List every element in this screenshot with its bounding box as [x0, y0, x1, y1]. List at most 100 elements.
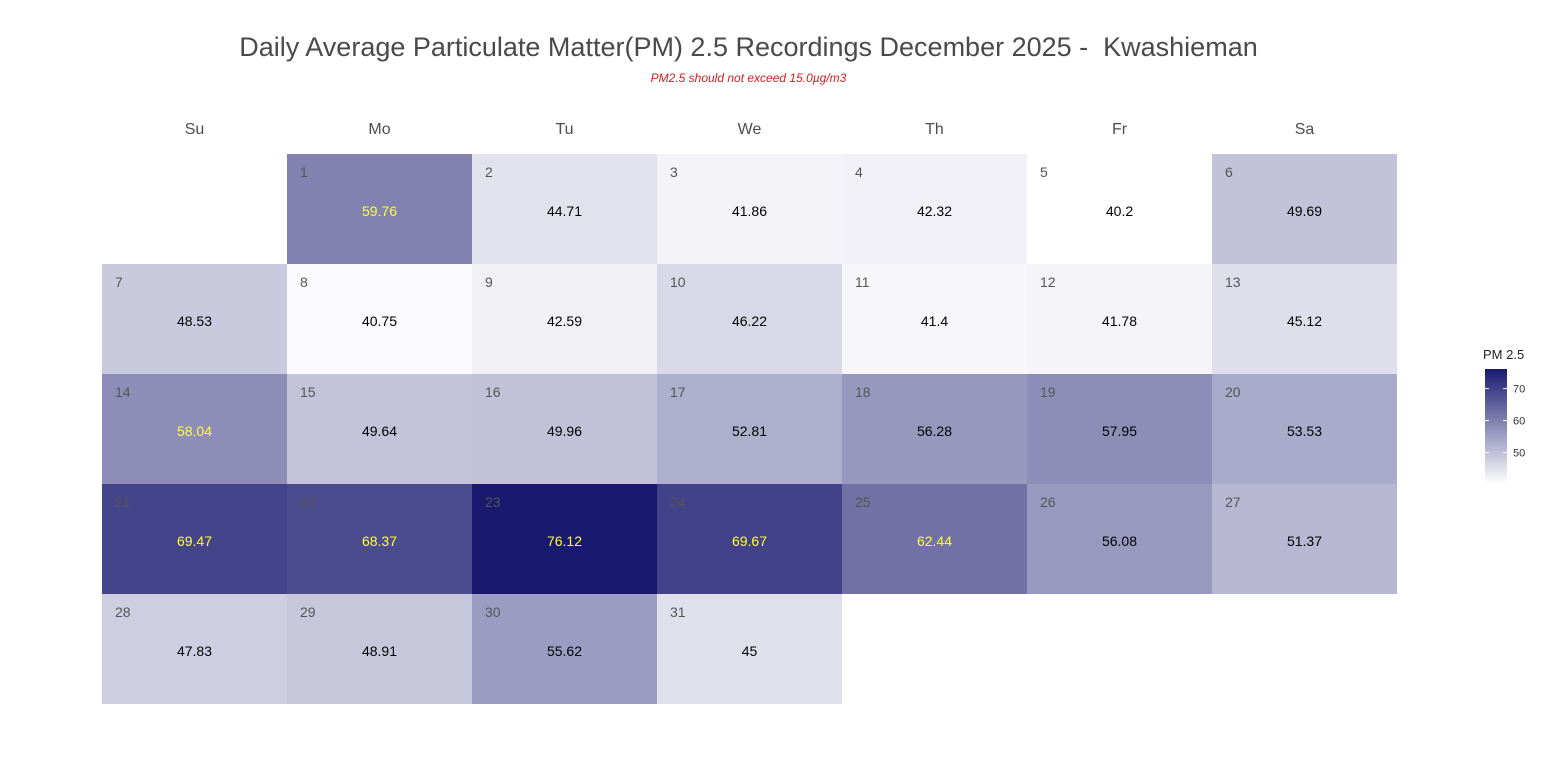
legend-tick-label: 50 — [1513, 448, 1525, 460]
day-number-label: 7 — [115, 274, 123, 290]
day-value-label: 59.76 — [362, 203, 397, 219]
weekday-label-su: Su — [185, 121, 205, 138]
day-cell-13 — [1212, 264, 1397, 374]
day-cell-15 — [287, 374, 472, 484]
day-value-label: 41.4 — [921, 313, 948, 329]
day-value-label: 46.22 — [732, 313, 767, 329]
chart-subtitle: PM2.5 should not exceed 15.0µg/m3 — [650, 71, 847, 85]
day-cell-6 — [1212, 154, 1397, 264]
day-value-label: 49.69 — [1287, 203, 1322, 219]
color-legend: 50 60 70 — [1485, 369, 1525, 484]
day-number-label: 28 — [115, 604, 131, 620]
day-value-label: 56.08 — [1102, 533, 1137, 549]
day-cell-2 — [472, 154, 657, 264]
day-number-label: 19 — [1040, 384, 1056, 400]
day-cell-25 — [842, 484, 1027, 594]
day-number-label: 14 — [115, 384, 131, 400]
day-value-label: 47.83 — [177, 643, 212, 659]
day-cell-7 — [102, 264, 287, 374]
day-value-label: 58.04 — [177, 423, 212, 439]
day-cell-19 — [1027, 374, 1212, 484]
day-cell-4 — [842, 154, 1027, 264]
day-number-label: 8 — [300, 274, 308, 290]
day-number-label: 21 — [115, 494, 131, 510]
day-number-label: 12 — [1040, 274, 1056, 290]
day-value-label: 41.86 — [732, 203, 767, 219]
day-cell-11 — [842, 264, 1027, 374]
day-value-label: 52.81 — [732, 423, 767, 439]
day-number-label: 20 — [1225, 384, 1241, 400]
day-cell-23 — [472, 484, 657, 594]
day-number-label: 15 — [300, 384, 316, 400]
day-number-label: 26 — [1040, 494, 1056, 510]
day-value-label: 56.28 — [917, 423, 952, 439]
day-value-label: 49.96 — [547, 423, 582, 439]
day-value-label: 68.37 — [362, 533, 397, 549]
day-value-label: 48.53 — [177, 313, 212, 329]
day-value-label: 44.71 — [547, 203, 582, 219]
day-cell-22 — [287, 484, 472, 594]
day-value-label: 55.62 — [547, 643, 582, 659]
day-value-label: 49.64 — [362, 423, 397, 439]
day-value-label: 69.47 — [177, 533, 212, 549]
day-cell-20 — [1212, 374, 1397, 484]
day-cell-12 — [1027, 264, 1212, 374]
day-cell-27 — [1212, 484, 1397, 594]
day-value-label: 53.53 — [1287, 423, 1322, 439]
day-cell-3 — [657, 154, 842, 264]
day-number-label: 29 — [300, 604, 316, 620]
day-number-label: 4 — [855, 164, 863, 180]
day-number-label: 23 — [485, 494, 501, 510]
day-cell-29 — [287, 594, 472, 704]
day-cell-26 — [1027, 484, 1212, 594]
day-number-label: 2 — [485, 164, 493, 180]
calendar-cells: 1 59.76 2 44.71 3 41.86 4 42.32 5 40.2 6 49.69 7 48.5… — [102, 154, 1397, 704]
day-number-label: 31 — [670, 604, 686, 620]
day-cell-1 — [287, 154, 472, 264]
legend-tick-label: 70 — [1513, 384, 1525, 396]
chart-title: Daily Average Particulate Matter(PM) 2.5… — [239, 32, 1258, 62]
weekday-label-we: We — [738, 121, 762, 138]
day-number-label: 11 — [855, 274, 870, 290]
day-cell-14 — [102, 374, 287, 484]
day-number-label: 3 — [670, 164, 678, 180]
day-number-label: 16 — [485, 384, 501, 400]
day-cell-5 — [1027, 154, 1212, 264]
day-value-label: 62.44 — [917, 533, 952, 549]
day-value-label: 40.75 — [362, 313, 397, 329]
day-value-label: 48.91 — [362, 643, 397, 659]
day-number-label: 10 — [670, 274, 686, 290]
day-number-label: 6 — [1225, 164, 1233, 180]
day-number-label: 9 — [485, 274, 493, 290]
day-value-label: 76.12 — [547, 533, 582, 549]
day-cell-17 — [657, 374, 842, 484]
day-number-label: 24 — [670, 494, 686, 510]
legend-tick-label: 60 — [1513, 416, 1525, 428]
weekday-label-mo: Mo — [368, 121, 390, 138]
day-number-label: 5 — [1040, 164, 1048, 180]
day-number-label: 1 — [300, 164, 308, 180]
weekday-label-fr: Fr — [1112, 121, 1128, 138]
day-cell-8 — [287, 264, 472, 374]
day-number-label: 18 — [855, 384, 871, 400]
day-value-label: 42.32 — [917, 203, 952, 219]
day-value-label: 45 — [742, 643, 758, 659]
day-cell-28 — [102, 594, 287, 704]
day-cell-16 — [472, 374, 657, 484]
day-number-label: 13 — [1225, 274, 1241, 290]
day-cell-10 — [657, 264, 842, 374]
day-value-label: 42.59 — [547, 313, 582, 329]
day-cell-31 — [657, 594, 842, 704]
weekday-header-row: Su Mo Tu We Th Fr Sa — [185, 121, 1315, 138]
day-number-label: 17 — [670, 384, 686, 400]
day-value-label: 69.67 — [732, 533, 767, 549]
day-cell-21 — [102, 484, 287, 594]
day-value-label: 41.78 — [1102, 313, 1137, 329]
weekday-label-sa: Sa — [1295, 121, 1315, 138]
legend-color-bar — [1485, 369, 1507, 484]
day-cell-18 — [842, 374, 1027, 484]
day-number-label: 25 — [855, 494, 871, 510]
day-cell-30 — [472, 594, 657, 704]
day-number-label: 30 — [485, 604, 501, 620]
